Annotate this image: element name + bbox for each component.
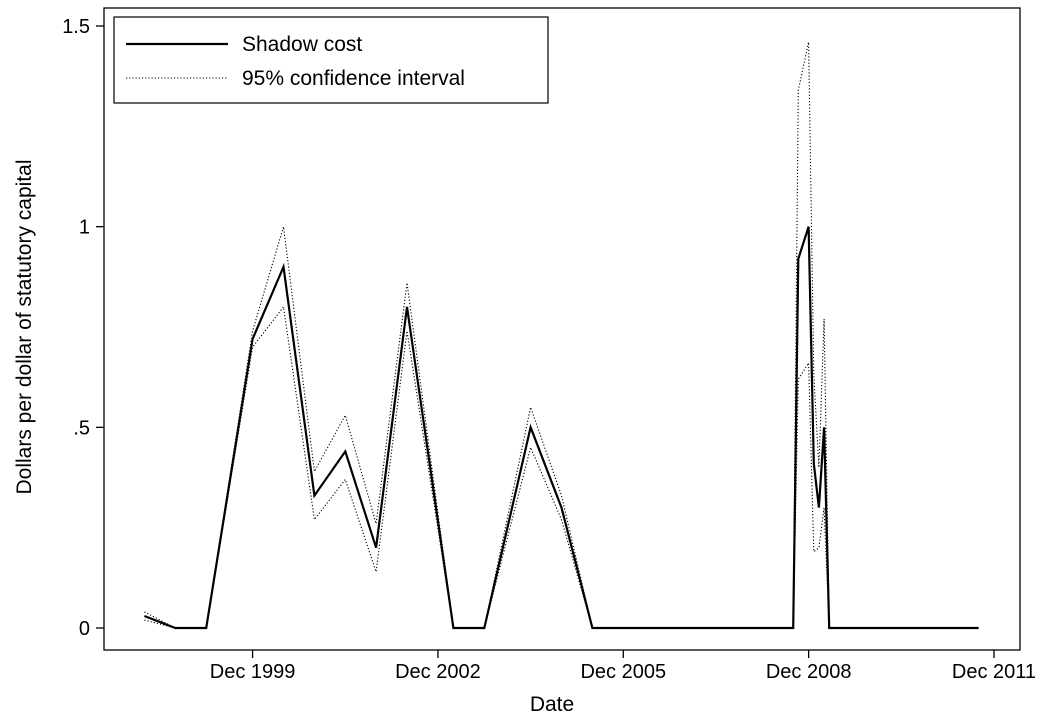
x-axis-title: Date	[530, 693, 574, 716]
confidence-interval-line	[144, 41, 979, 629]
x-tick-label: Dec 2011	[952, 661, 1036, 683]
legend-box	[113, 16, 549, 104]
y-axis: 0 .5 1 1.5	[62, 16, 104, 640]
series-layer	[144, 41, 979, 630]
y-axis-title: Dollars per dollar of statutory capital	[13, 160, 36, 495]
x-tick-label: Dec 2005	[580, 661, 666, 683]
y-tick-label: .5	[73, 417, 90, 439]
y-tick-label: 1.5	[62, 16, 90, 38]
x-tick-label: Dec 2008	[766, 661, 852, 683]
x-tick-label: Dec 2002	[395, 661, 481, 683]
confidence-interval-line	[144, 305, 979, 629]
x-tick-label: Dec 1999	[210, 661, 296, 683]
shadow-cost-line	[144, 226, 979, 630]
legend-label: 95% confidence interval	[242, 67, 465, 90]
legend-label: Shadow cost	[242, 33, 362, 56]
plot-frame	[103, 7, 1021, 651]
legend: Shadow cost 95% confidence interval	[113, 16, 549, 104]
x-axis: Dec 1999 Dec 2002 Dec 2005 Dec 2008 Dec 2011	[210, 650, 1036, 683]
y-tick-label: 1	[79, 217, 90, 239]
y-tick-label: 0	[79, 618, 90, 640]
